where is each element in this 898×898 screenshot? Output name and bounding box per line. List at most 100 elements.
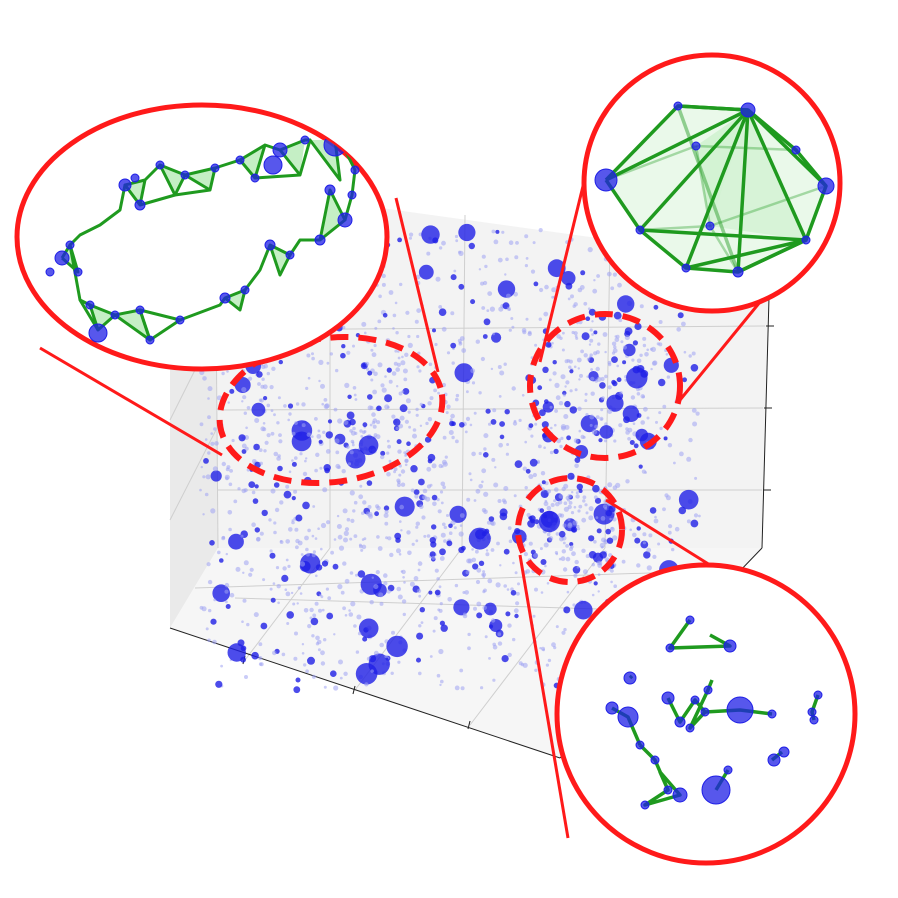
- cloud-point: [407, 342, 413, 348]
- cloud-point: [607, 385, 612, 390]
- cloud-point: [613, 439, 617, 443]
- cloud-point: [415, 525, 419, 529]
- cloud-point: [570, 545, 574, 549]
- cloud-point: [659, 426, 663, 431]
- cloud-point: [635, 428, 649, 442]
- cloud-point: [399, 415, 405, 421]
- cloud-point: [418, 624, 422, 628]
- cloud-point: [310, 617, 319, 626]
- cloud-point: [395, 426, 399, 431]
- cloud-point: [423, 534, 427, 538]
- cloud-point: [590, 391, 595, 396]
- cloud-point: [257, 382, 261, 386]
- cloud-point: [424, 436, 432, 443]
- cloud-point: [625, 427, 629, 431]
- cloud-point: [422, 488, 428, 494]
- cloud-point: [589, 414, 595, 420]
- cloud-point: [384, 654, 388, 659]
- cloud-point: [673, 461, 676, 465]
- cloud-point: [585, 413, 589, 417]
- cloud-point: [205, 474, 211, 480]
- cloud-point: [575, 491, 579, 495]
- cloud-point: [316, 639, 322, 645]
- cloud-point: [221, 371, 225, 376]
- cloud-point: [427, 401, 432, 406]
- cloud-point: [560, 436, 564, 440]
- cloud-point: [446, 404, 451, 409]
- cloud-point: [446, 540, 453, 547]
- cloud-point: [361, 544, 367, 550]
- cloud-point: [281, 652, 286, 657]
- cloud-point: [534, 668, 538, 672]
- cloud-point: [353, 534, 358, 538]
- cloud-point: [541, 421, 549, 429]
- cloud-point: [523, 552, 529, 557]
- cloud-point: [542, 366, 549, 373]
- cloud-point: [458, 223, 476, 242]
- cloud-point: [382, 313, 388, 318]
- cloud-point: [362, 636, 368, 642]
- cloud-point: [426, 251, 431, 256]
- cloud-point: [473, 411, 477, 415]
- cloud-point: [604, 422, 608, 426]
- cloud-point: [444, 455, 448, 459]
- cloud-point: [491, 229, 496, 234]
- cloud-point: [583, 301, 588, 306]
- cloud-point: [440, 481, 446, 487]
- cloud-point: [421, 225, 440, 244]
- cloud-point: [458, 283, 465, 290]
- cloud-point: [595, 366, 600, 372]
- cloud-point: [406, 441, 411, 447]
- cloud-point: [562, 331, 565, 335]
- cloud-point: [434, 589, 441, 596]
- cloud-point: [383, 505, 390, 511]
- cloud-point: [391, 630, 395, 635]
- cloud-point: [445, 411, 449, 415]
- cloud-point: [439, 490, 444, 494]
- cloud-point: [287, 403, 294, 409]
- cloud-point: [643, 406, 648, 412]
- cloud-point: [411, 542, 415, 546]
- cloud-point: [325, 431, 333, 439]
- cloud-point: [344, 614, 348, 617]
- cloud-point: [323, 685, 327, 689]
- cloud-point: [256, 371, 263, 378]
- cloud-point: [662, 404, 667, 409]
- cloud-point: [333, 633, 336, 636]
- cloud-point: [483, 280, 488, 286]
- cloud-point: [467, 558, 473, 564]
- cloud-point: [567, 523, 573, 529]
- cloud-point: [561, 549, 566, 554]
- cloud-point: [325, 449, 331, 454]
- cloud-point: [376, 420, 381, 425]
- cloud-point: [407, 550, 412, 556]
- cloud-point: [454, 583, 459, 588]
- cloud-point: [207, 638, 211, 643]
- cloud-point: [379, 642, 385, 648]
- cloud-point: [563, 506, 570, 512]
- cloud-point: [464, 590, 470, 595]
- cloud-point: [347, 462, 352, 466]
- cloud-point: [600, 376, 605, 382]
- cloud-point: [454, 363, 474, 383]
- cloud-point: [667, 443, 673, 448]
- cloud-point: [627, 427, 633, 433]
- cloud-point: [663, 436, 668, 441]
- cloud-point: [621, 559, 626, 564]
- cloud-point: [539, 547, 543, 551]
- cloud-point: [217, 550, 221, 555]
- cloud-point: [560, 556, 566, 562]
- cloud-point: [506, 588, 510, 591]
- cloud-point: [210, 441, 215, 446]
- cloud-point: [396, 586, 402, 592]
- cloud-point: [497, 632, 502, 637]
- cloud-point: [613, 345, 617, 349]
- cloud-point: [577, 527, 581, 531]
- cloud-point: [512, 637, 516, 642]
- cloud-point: [656, 342, 660, 346]
- cloud-point: [565, 380, 570, 385]
- cloud-point: [205, 627, 209, 631]
- cloud-point: [200, 465, 203, 469]
- cloud-point: [481, 480, 484, 484]
- cloud-point: [306, 552, 310, 557]
